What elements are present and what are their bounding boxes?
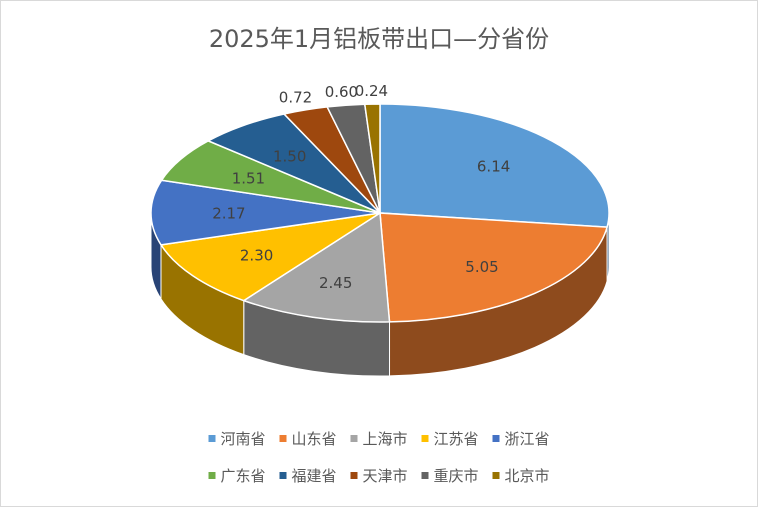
pie-slice-河南省[interactable] [379, 103, 610, 228]
legend-label-河南省: 河南省 [221, 430, 266, 448]
data-label-福建省: 1.50 [273, 147, 306, 165]
legend-label-山东省: 山东省 [292, 430, 337, 448]
legend-label-重庆市: 重庆市 [434, 467, 479, 485]
data-label-广东省: 1.51 [232, 170, 265, 188]
pie-slice-浙江省[interactable] [150, 179, 381, 246]
legend-swatch-北京市 [492, 472, 500, 479]
data-label-山东省: 5.05 [465, 258, 498, 276]
legend-label-浙江省: 浙江省 [505, 430, 550, 448]
legend-swatch-河南省 [208, 435, 216, 442]
legend-label-福建省: 福建省 [292, 467, 337, 485]
data-label-重庆市: 0.60 [325, 83, 358, 101]
data-label-天津市: 0.72 [279, 89, 312, 107]
pie-slice-江苏省[interactable] [160, 212, 381, 302]
legend-label-广东省: 广东省 [221, 467, 266, 485]
pie-slice-山东省[interactable] [379, 212, 608, 323]
pie-slice-北京市[interactable] [364, 103, 381, 214]
data-labels: 6.14 5.05 2.45 2.30 2.17 1.51 1.50 0.72 0.600.24 [212, 82, 510, 292]
pie-slices [150, 103, 610, 323]
legend-swatch-上海市 [350, 435, 358, 442]
legend-swatch-广东省 [208, 472, 216, 479]
chart-title: 2025年1月铝板带出口—分省份 [209, 25, 549, 53]
legend-swatch-江苏省 [421, 435, 429, 442]
legend-label-北京市: 北京市 [505, 467, 550, 485]
legend-label-天津市: 天津市 [363, 467, 408, 485]
legend-swatch-重庆市 [421, 472, 429, 479]
legend-swatch-天津市 [350, 472, 358, 479]
data-label-浙江省: 2.17 [212, 205, 245, 223]
legend-label-江苏省: 江苏省 [434, 430, 479, 448]
legend-swatch-福建省 [279, 472, 287, 479]
pie-slice-上海市[interactable] [243, 212, 391, 323]
data-label-江苏省: 2.30 [240, 247, 273, 265]
data-label-河南省: 6.14 [477, 158, 510, 176]
legend-label-上海市: 上海市 [363, 430, 408, 448]
legend-swatch-山东省 [279, 435, 287, 442]
data-label-北京市: 0.24 [355, 82, 388, 100]
data-label-上海市: 2.45 [319, 274, 352, 292]
legend-swatch-浙江省 [492, 435, 500, 442]
